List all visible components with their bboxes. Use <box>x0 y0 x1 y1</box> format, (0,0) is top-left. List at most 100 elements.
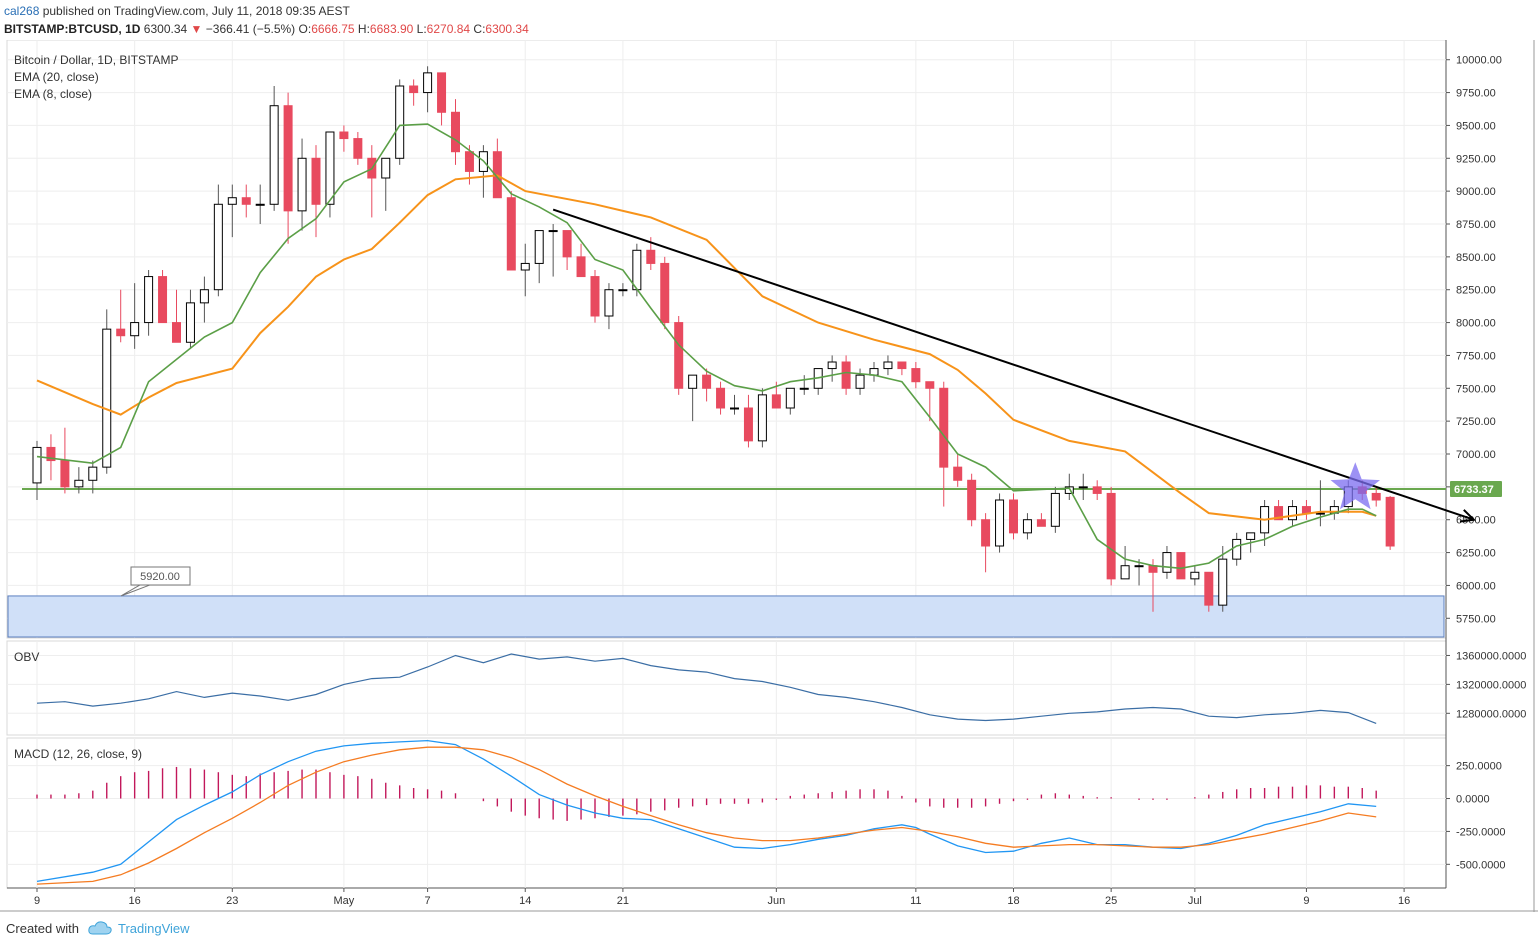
candle <box>562 230 572 258</box>
signal-line <box>36 746 1377 885</box>
x-tick-label: 16 <box>129 895 141 907</box>
candle <box>1162 552 1172 573</box>
ema20-line <box>36 174 1377 521</box>
obv-y-tick-label: 1320000.0000 <box>1456 679 1526 691</box>
tradingview-brand[interactable]: TradingView <box>118 921 190 936</box>
candle <box>967 479 977 521</box>
x-tick-label: 23 <box>226 895 238 907</box>
macd-y-tick-label: 250.0000 <box>1456 761 1502 773</box>
low-value: 6270.84 <box>426 22 471 36</box>
candle <box>674 322 684 389</box>
last-price: 6300.34 <box>143 22 188 36</box>
candle <box>185 302 195 343</box>
chart-title: Bitcoin / Dollar, 1D, BITSTAMP <box>14 53 179 67</box>
tradingview-cloud-icon[interactable] <box>88 921 112 935</box>
obv-title: OBV <box>14 650 39 664</box>
macd-y-tick-label: 0.0000 <box>1456 794 1490 806</box>
candle <box>785 387 795 409</box>
candle <box>520 262 530 271</box>
price-y-tick-label: 6000.00 <box>1456 580 1496 592</box>
candle <box>660 262 670 324</box>
price-callout-label: 5920.00 <box>140 571 180 583</box>
candle <box>771 394 781 409</box>
price-y-tick-label: 9500.00 <box>1456 120 1496 132</box>
candle <box>283 105 293 212</box>
x-tick-label: 25 <box>1105 895 1117 907</box>
candle <box>1050 492 1060 527</box>
candle <box>883 361 893 370</box>
pane-main <box>6 40 1447 639</box>
obv-y-tick-label: 1360000.0000 <box>1456 650 1526 662</box>
trend-arrowhead <box>1459 509 1477 523</box>
created-with-label: Created with <box>6 921 79 936</box>
x-tick-label: 9 <box>1303 895 1309 907</box>
candle <box>437 72 447 113</box>
candle <box>1022 519 1032 534</box>
pane-obv <box>6 640 1447 736</box>
footer: Created with TradingView <box>0 912 1538 946</box>
pane-macd <box>6 737 1447 889</box>
candle <box>1204 571 1214 606</box>
candle <box>325 131 335 205</box>
candle <box>116 328 126 337</box>
candle <box>855 374 865 389</box>
candle <box>1288 506 1297 521</box>
candle <box>464 151 474 172</box>
trend-line <box>552 208 1475 521</box>
candle <box>241 197 251 205</box>
price-y-tick-label: 7500.00 <box>1456 383 1496 395</box>
candle <box>702 374 712 389</box>
price-y-tick-label: 8500.00 <box>1456 252 1496 264</box>
candle <box>1106 492 1116 580</box>
open-value: 6666.75 <box>311 22 355 36</box>
macd-y-tick-label: -500.0000 <box>1456 859 1506 871</box>
price-y-tick-label: 5750.00 <box>1456 613 1496 625</box>
candle <box>1190 571 1200 580</box>
publish-info: published on TradingView.com, July 11, 2… <box>39 4 350 18</box>
candle <box>618 289 628 292</box>
high-label: H: <box>357 22 370 36</box>
candle <box>841 361 851 389</box>
candle <box>1078 486 1088 489</box>
price-y-tick-label: 9750.00 <box>1456 88 1496 100</box>
candle <box>88 466 98 481</box>
price-y-tick-label: 8000.00 <box>1456 318 1496 330</box>
x-tick-label: 16 <box>1398 895 1410 907</box>
candle <box>269 105 279 205</box>
candle <box>102 328 112 468</box>
candle <box>172 322 181 343</box>
candle <box>632 249 642 291</box>
price-y-tick-label: 8250.00 <box>1456 285 1496 297</box>
x-tick-label: Jun <box>767 895 785 907</box>
candle <box>1176 552 1186 580</box>
macd-y-tick-label: -250.0000 <box>1456 826 1506 838</box>
close-value: 6300.34 <box>485 22 529 36</box>
candle <box>60 460 70 488</box>
candle <box>395 85 405 159</box>
candle <box>32 446 42 484</box>
candle <box>534 230 544 264</box>
x-tick-label: 7 <box>425 895 431 907</box>
candle <box>144 276 154 324</box>
candle <box>897 361 907 370</box>
candle <box>1064 486 1074 494</box>
price-y-tick-label: 10000.00 <box>1456 55 1502 67</box>
candle <box>46 446 56 462</box>
ohlc-line: BITSTAMP:BTCUSD, 1D 6300.34 ▼ −366.41 (−… <box>4 22 529 36</box>
chart-canvas[interactable]: 9 16 23 May 7 14 21 Jun 11 18 25 Jul 9 16 10000.00 9750… <box>0 40 1538 912</box>
candle <box>827 361 837 370</box>
candle <box>925 381 935 389</box>
resistance-price-tag <box>1450 481 1502 498</box>
candle <box>1092 486 1102 494</box>
candle <box>1120 565 1130 580</box>
candle <box>590 276 600 317</box>
star-marker-icon <box>1330 462 1380 510</box>
candle <box>799 387 809 390</box>
down-arrow-icon: ▼ <box>190 22 203 36</box>
x-tick-label: May <box>334 895 355 907</box>
x-tick-label: 21 <box>617 895 629 907</box>
candle <box>548 230 558 233</box>
candle <box>409 85 419 94</box>
candle <box>911 368 921 383</box>
author-link[interactable]: cal268 <box>4 4 40 18</box>
